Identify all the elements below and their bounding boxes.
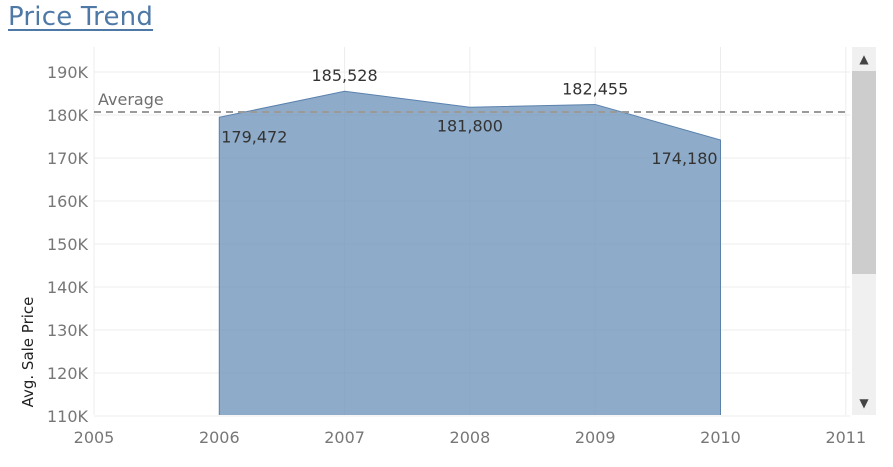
data-labels: 179,472 185,528 181,800 182,455 174,180: [221, 66, 717, 168]
y-tick-label: 110K: [47, 407, 89, 426]
data-label: 174,180: [651, 149, 717, 168]
y-tick-label: 160K: [47, 192, 89, 211]
scroll-down-icon[interactable]: ▼: [859, 396, 869, 410]
x-tick-label: 2007: [324, 428, 365, 447]
y-tick-label: 140K: [47, 278, 89, 297]
y-tick-label: 190K: [47, 63, 89, 82]
y-tick-label: 150K: [47, 235, 89, 254]
y-tick-label: 120K: [47, 364, 89, 383]
y-tick-labels: 110K 120K 130K 140K 150K 160K 170K 180K 190K: [47, 63, 89, 426]
chart-title: Price Trend: [8, 2, 154, 32]
reference-line-layer: Average: [94, 90, 850, 114]
scroll-thumb[interactable]: [852, 71, 876, 274]
vertical-scrollbar[interactable]: ▲ ▼: [852, 47, 876, 415]
y-tick-label: 130K: [47, 321, 89, 340]
y-axis-label: Avg. Sale Price: [19, 297, 37, 408]
x-tick-labels: 2005 2006 2007 2008 2009 2010 2011: [74, 428, 867, 447]
area-series: [218, 90, 721, 415]
data-label: 181,800: [437, 116, 503, 135]
data-label: 182,455: [562, 79, 628, 98]
x-tick-label: 2005: [74, 428, 115, 447]
scroll-up-icon[interactable]: ▲: [859, 52, 869, 66]
x-tick-label: 2010: [700, 428, 741, 447]
reference-line-label: Average: [98, 90, 164, 109]
x-tick-label: 2011: [825, 428, 866, 447]
x-tick-label: 2006: [199, 428, 240, 447]
x-tick-label: 2009: [575, 428, 616, 447]
y-tick-label: 170K: [47, 149, 89, 168]
data-label: 179,472: [221, 127, 287, 146]
data-label: 185,528: [312, 66, 378, 85]
y-tick-label: 180K: [47, 106, 89, 125]
area-layer: [218, 90, 721, 415]
x-tick-label: 2008: [450, 428, 491, 447]
